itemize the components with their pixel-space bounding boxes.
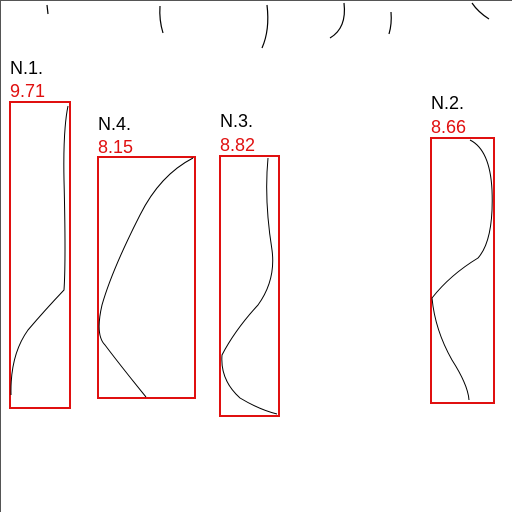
sample-n1-stroke <box>10 105 69 396</box>
sample-n2 <box>430 137 495 404</box>
canvas-left-edge <box>0 0 1 512</box>
canvas-top-edge <box>0 0 512 1</box>
sample-n1-box <box>9 101 71 409</box>
sample-n3-box <box>219 155 280 417</box>
sample-n4-stroke <box>98 157 194 398</box>
top-fragment-4 <box>329 2 346 39</box>
sample-n1-score: 9.71 <box>10 81 46 101</box>
top-fragment-1 <box>46 4 49 15</box>
sample-n4-score: 8.15 <box>98 137 134 157</box>
sample-n3-score: 8.82 <box>220 135 256 155</box>
sample-n4-name: N.4. <box>98 114 132 134</box>
sample-n1-name: N.1. <box>10 58 44 78</box>
sample-n4-box <box>97 156 196 399</box>
sample-n3-name: N.3. <box>220 111 254 131</box>
sample-n3-stroke <box>221 157 278 415</box>
sample-n1 <box>9 101 71 409</box>
sample-n3 <box>219 155 280 417</box>
top-fragment-6 <box>471 2 490 20</box>
top-fragment-3 <box>261 4 269 49</box>
sample-n2-box <box>430 137 495 404</box>
top-fragment-5 <box>388 11 392 35</box>
sample-n2-score: 8.66 <box>431 117 467 137</box>
sample-n4 <box>97 156 196 399</box>
sample-n2-name: N.2. <box>431 93 465 113</box>
top-edge-fragments <box>46 2 490 49</box>
top-fragment-2 <box>159 5 164 34</box>
sample-n2-stroke <box>431 139 493 401</box>
